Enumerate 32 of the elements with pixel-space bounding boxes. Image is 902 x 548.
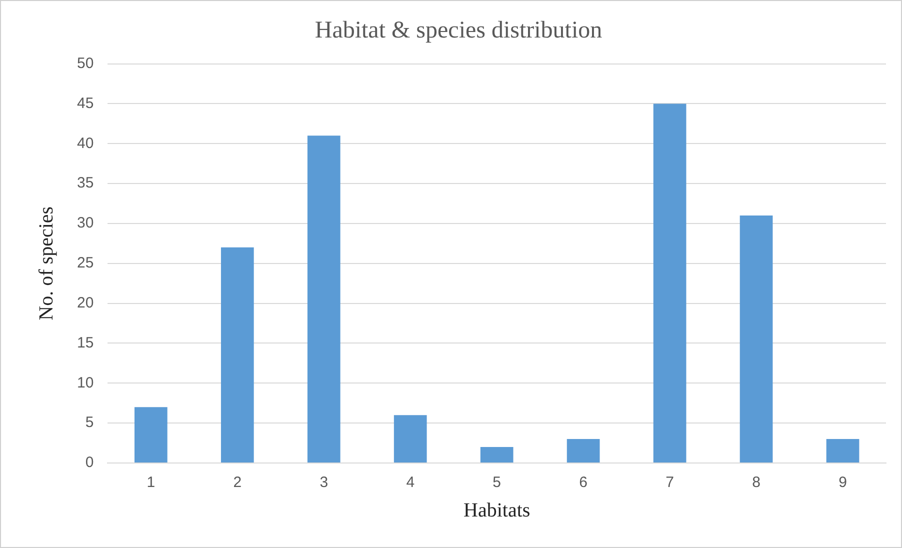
x-tick-label: 6 (579, 474, 588, 492)
x-tick-label: 1 (146, 474, 156, 492)
y-tick-label: 5 (85, 414, 94, 432)
x-tick-label: 2 (233, 474, 242, 492)
x-tick-label: 8 (752, 474, 760, 492)
x-tick-label: 5 (492, 474, 502, 492)
bar (307, 136, 340, 462)
bar (653, 104, 686, 462)
bar (134, 407, 168, 462)
bar (394, 415, 427, 462)
y-tick-label: 45 (76, 94, 94, 112)
bar (220, 247, 254, 462)
y-tick-label: 40 (76, 134, 94, 152)
y-tick-label: 30 (76, 214, 94, 232)
chart-title: Habitat & species distribution (314, 18, 602, 44)
x-axis-title: Habitats (464, 499, 530, 522)
y-tick-label: 10 (76, 374, 94, 392)
bar (480, 447, 514, 462)
y-tick-label: 20 (76, 294, 94, 312)
x-tick-label: 4 (406, 474, 415, 492)
y-tick-label: 0 (85, 454, 94, 472)
bar (826, 439, 860, 462)
bar (740, 215, 773, 462)
y-tick-label: 15 (76, 334, 94, 352)
bar (566, 439, 600, 462)
y-axis-title: No. of species (35, 206, 58, 320)
y-tick-label: 50 (76, 54, 94, 72)
y-tick-label: 35 (76, 174, 94, 192)
y-tick-label: 25 (76, 254, 94, 272)
x-tick-label: 9 (838, 474, 847, 492)
x-tick-label: 3 (320, 474, 328, 492)
x-tick-label: 7 (666, 474, 674, 492)
